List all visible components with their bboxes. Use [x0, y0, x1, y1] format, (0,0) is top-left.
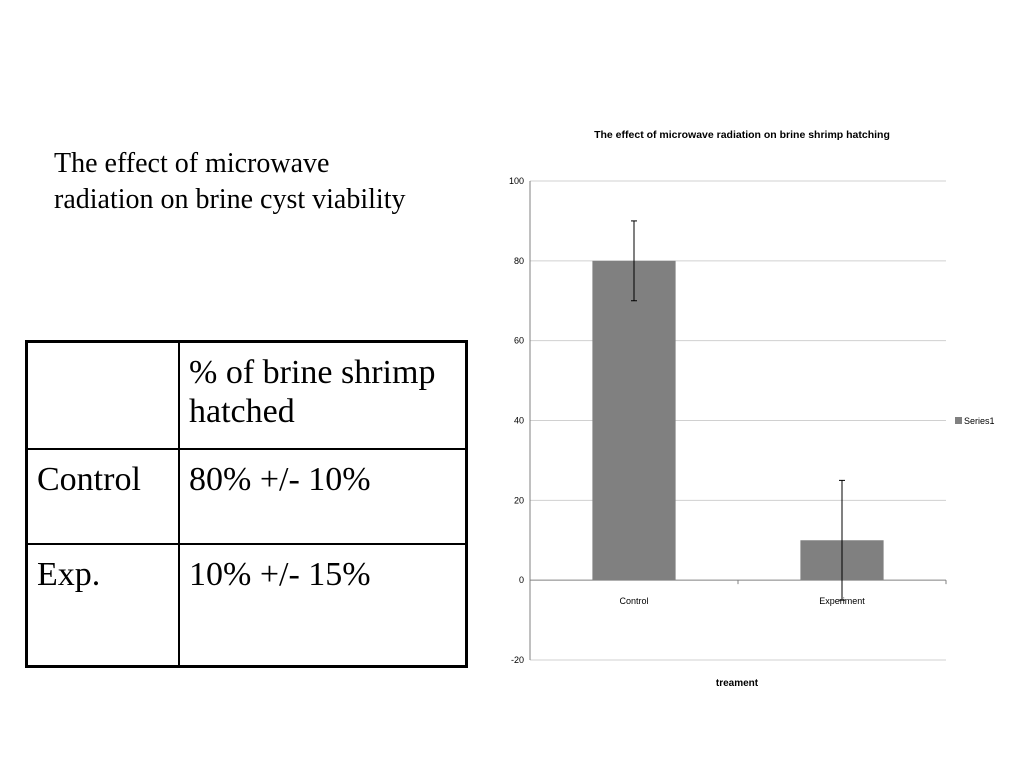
table-header-percent: % of brine shrimp hatched [178, 340, 468, 450]
y-tick-label: 60 [514, 336, 524, 346]
chart-legend: Series1 [955, 416, 995, 426]
table-header-empty [25, 340, 180, 450]
y-tick-label: 100 [509, 176, 524, 186]
table-header-row: % of brine shrimp hatched [25, 340, 468, 450]
results-table: % of brine shrimp hatched Control 80% +/… [25, 340, 468, 668]
bar [592, 260, 676, 581]
y-tick-label: 0 [519, 575, 524, 585]
slide-title: The effect of microwave radiation on bri… [54, 148, 406, 216]
x-tick-label: Experiment [819, 596, 865, 606]
y-tick-label: 80 [514, 256, 524, 266]
y-tick-label: 40 [514, 416, 524, 426]
table-cell-value: 10% +/- 15% [178, 543, 468, 668]
legend-label: Series1 [964, 416, 995, 426]
table-cell-label: Exp. [25, 543, 180, 668]
table-cell-value: 80% +/- 10% [178, 448, 468, 545]
chart-error-bars [631, 220, 845, 601]
chart-y-ticks: 100 80 60 40 20 0 -20 [509, 176, 524, 665]
y-tick-label: 20 [514, 495, 524, 505]
chart-x-label: treament [716, 678, 759, 689]
x-tick-label: Control [619, 596, 648, 606]
chart-x-ticks: Control Experiment [619, 580, 947, 606]
legend-swatch [955, 417, 962, 424]
y-tick-label: -20 [511, 655, 524, 665]
chart-title: The effect of microwave radiation on bri… [594, 129, 890, 141]
table-row: Control 80% +/- 10% [25, 448, 468, 545]
table-row: Exp. 10% +/- 15% [25, 543, 468, 668]
table-cell-label: Control [25, 448, 180, 545]
